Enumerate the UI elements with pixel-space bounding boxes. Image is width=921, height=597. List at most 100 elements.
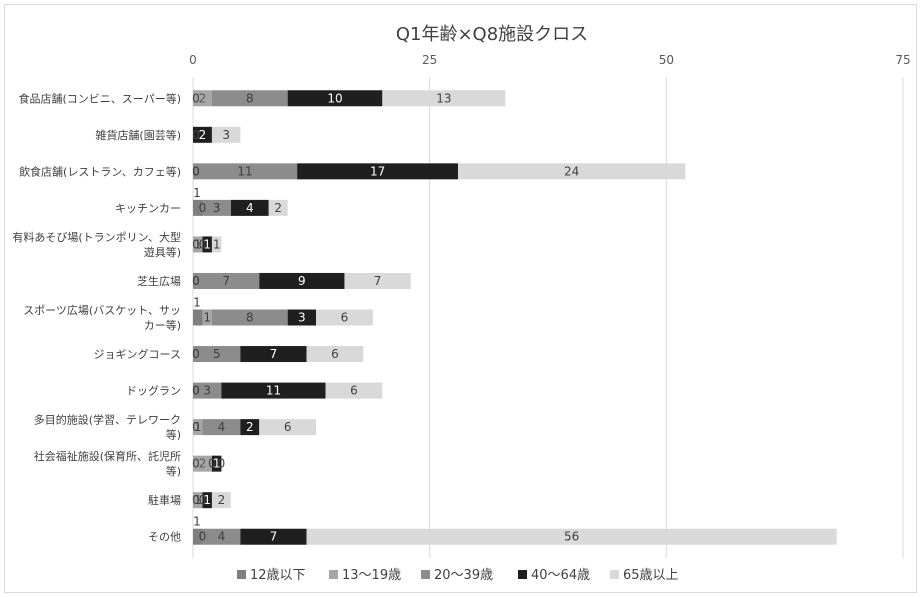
bar-segment: [193, 346, 241, 363]
bar-segment: [259, 272, 345, 289]
bar-segment: [230, 199, 269, 216]
data-label: 0: [218, 457, 226, 471]
data-label: 2: [218, 493, 226, 507]
data-label: 0: [199, 530, 207, 544]
data-label: 2: [199, 128, 207, 142]
data-label: 5: [213, 347, 221, 361]
bar-segment: [211, 90, 288, 107]
bar-segment: [306, 346, 364, 363]
data-label: 0: [192, 128, 200, 142]
data-label: 0: [199, 201, 207, 215]
data-label: 7: [270, 530, 278, 544]
data-label: 3: [213, 201, 221, 215]
data-label: 10: [327, 91, 342, 105]
legend-swatch: [518, 570, 527, 579]
data-label: 0: [192, 237, 200, 251]
bar-segment: [259, 419, 317, 436]
category-label: ジョギングコース: [94, 347, 181, 361]
data-label: 17: [370, 164, 385, 178]
legend-swatch: [421, 570, 430, 579]
legend-label: 40〜64歳: [531, 568, 590, 583]
legend-swatch: [329, 570, 338, 579]
bar-segment: [211, 492, 231, 509]
data-label: 1: [193, 296, 201, 310]
data-label: 6: [331, 347, 339, 361]
legend: 12歳以下 13〜19歳 20〜39歳 40〜64歳 65歳以上: [237, 568, 679, 583]
data-label: 1: [194, 493, 202, 507]
data-label: 1: [194, 420, 202, 434]
data-label: 13: [436, 91, 451, 105]
data-label: 0: [192, 384, 200, 398]
data-label: 1: [203, 237, 211, 251]
bar-segment: [193, 236, 203, 253]
data-label: 0: [192, 384, 200, 398]
data-label: 0: [199, 493, 207, 507]
data-label: 0: [192, 420, 200, 434]
data-label: 1: [213, 457, 221, 471]
legend-label: 20〜39歳: [434, 568, 493, 583]
bar-segment: [316, 309, 373, 326]
data-label: 56: [564, 530, 579, 544]
data-label: 0: [192, 274, 200, 288]
data-label: 0: [192, 457, 200, 471]
data-label: 1: [194, 237, 202, 251]
category-label: 食品店舗(コンビニ、スーパー等): [19, 91, 181, 105]
bar-segment: [202, 492, 212, 509]
bar-segment: [202, 309, 212, 326]
bar-segment: [193, 272, 260, 289]
category-label: 有料あそび場(トランポリン、大型遊具等): [12, 230, 181, 259]
category-label: 飲食店舗(レストラン、カフェ等): [19, 164, 181, 178]
bar-segment: [268, 199, 288, 216]
bar-segment: [240, 346, 307, 363]
data-label: 7: [222, 274, 230, 288]
data-label: 11: [237, 164, 252, 178]
bar-segment: [211, 236, 222, 253]
legend-swatch: [610, 570, 619, 579]
bar-segment: [211, 126, 241, 143]
data-label: 0: [192, 493, 200, 507]
bar-segment: [297, 163, 459, 180]
data-label: 4: [218, 420, 226, 434]
data-label: 1: [203, 493, 211, 507]
data-label: 0: [192, 128, 200, 142]
bar-segment: [240, 419, 260, 436]
data-label: 3: [203, 384, 211, 398]
legend-label: 65歳以上: [623, 568, 679, 583]
bar-segment: [458, 163, 686, 180]
data-label: 4: [246, 201, 254, 215]
bar-segment: [287, 309, 317, 326]
data-label: 0: [192, 274, 200, 288]
data-label: 7: [374, 274, 382, 288]
bar-segment: [202, 199, 231, 216]
data-label: 7: [270, 347, 278, 361]
chart-frame: [4, 4, 917, 593]
data-label: 1: [213, 237, 221, 251]
bar-segment: [193, 382, 222, 399]
x-tick-label: 50: [659, 53, 674, 67]
x-tick-label: 25: [422, 53, 437, 67]
x-tick-label: 75: [895, 53, 910, 67]
bar-segment: [325, 382, 383, 399]
data-label: 1: [193, 515, 201, 529]
category-label: 芝生広場: [137, 274, 181, 288]
category-label: 社会福祉施設(保育所、託児所等): [34, 449, 181, 478]
data-label: 4: [218, 530, 226, 544]
category-label: キッチンカー: [115, 202, 181, 215]
data-label: 0: [192, 347, 200, 361]
data-label: 24: [564, 164, 579, 178]
bar-segment: [193, 309, 203, 326]
data-label: 6: [284, 420, 292, 434]
x-tick-label: 0: [189, 53, 197, 67]
bar-segment: [287, 90, 383, 107]
bar-segment: [211, 309, 288, 326]
data-label: 2: [199, 91, 207, 105]
data-label: 6: [341, 311, 349, 325]
data-label: 3: [298, 311, 306, 325]
bar-segment: [344, 272, 411, 289]
data-label: 0: [208, 457, 216, 471]
legend-label: 13〜19歳: [342, 568, 401, 583]
category-label: その他: [148, 531, 181, 544]
data-label: 3: [222, 128, 230, 142]
